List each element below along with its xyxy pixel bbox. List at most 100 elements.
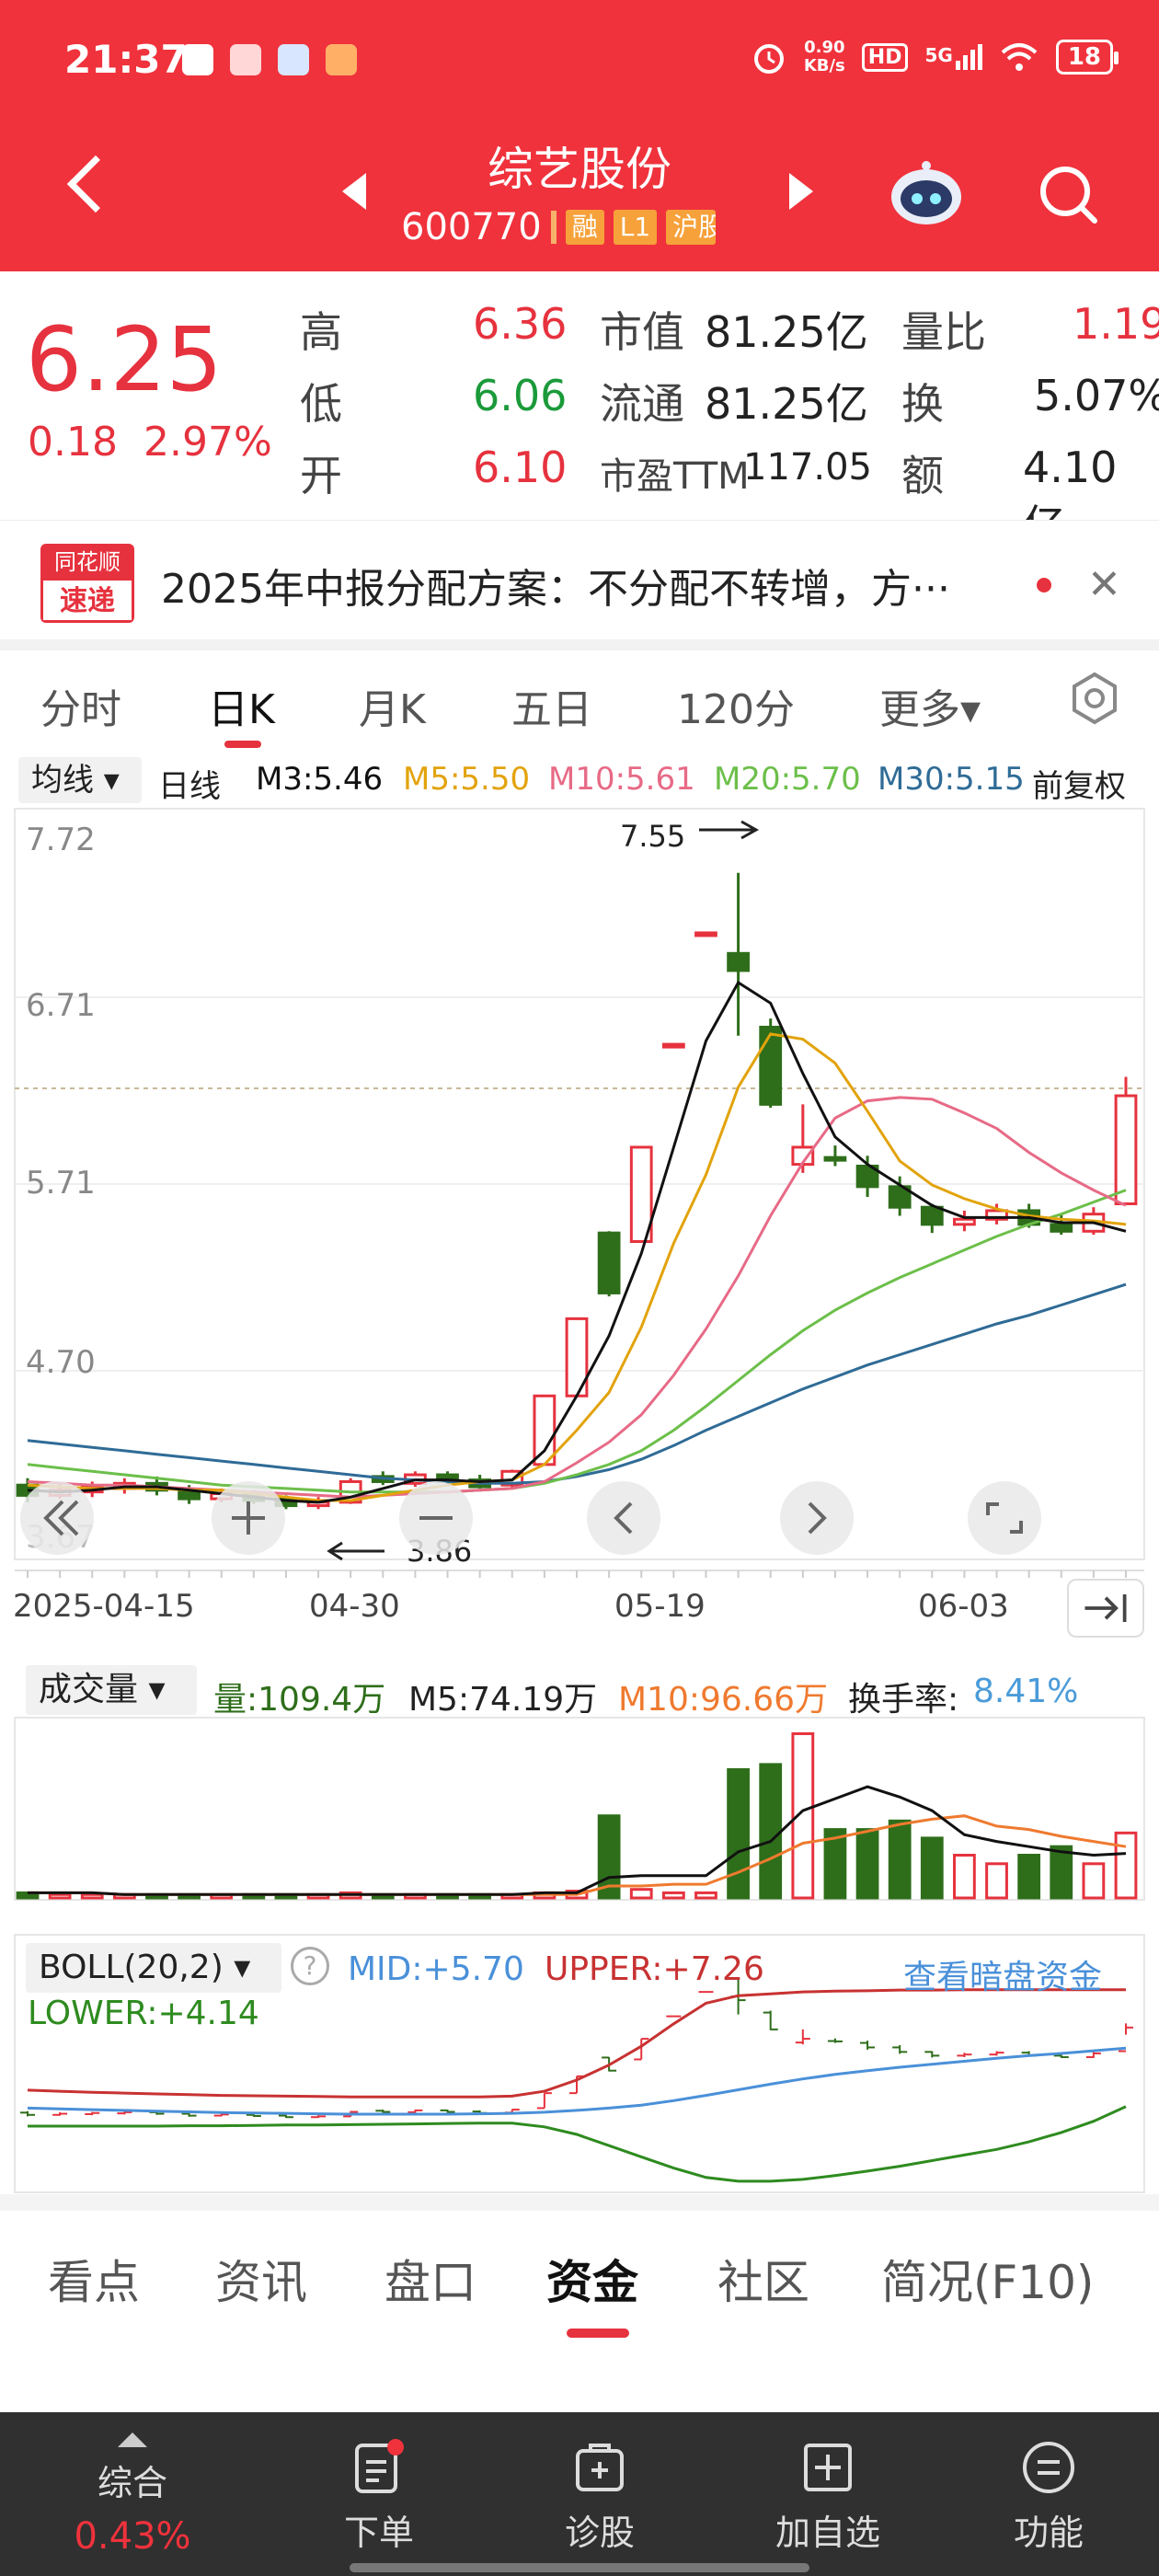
boll-lower-value: LOWER:+4.14 [28, 1995, 259, 2032]
boll-lower-line [28, 2105, 1127, 2183]
date-label: 06-03 [918, 1588, 1009, 1625]
news-banner[interactable]: 同花顺 速递 2025年中报分配方案：不分配不转增，方··· ✕ [0, 520, 1159, 639]
unread-dot [1037, 578, 1051, 592]
mcap-value: 81.25亿 [705, 307, 868, 357]
clock: 21:37 [64, 37, 188, 82]
tab-news[interactable]: 资讯 [215, 2256, 307, 2309]
volume-m5: M5:74.19万 [408, 1681, 598, 1719]
nav-functions[interactable]: 功能 [957, 2412, 1141, 2576]
tab-daily-k[interactable]: 日K [208, 686, 275, 733]
prev-stock-icon[interactable] [342, 173, 366, 210]
scroll-left-button[interactable] [587, 1481, 660, 1555]
y-tick-label: 4.70 [26, 1344, 96, 1381]
stock-header: 综艺股份 600770 融 L1 沪股 [0, 120, 1159, 271]
volume-m10: M10:96.66万 [618, 1681, 829, 1719]
nav-diagnose[interactable]: 诊股 [508, 2412, 692, 2576]
volume-frame [14, 1717, 1145, 1901]
market-bar [550, 211, 557, 244]
nav-label: 功能 [1013, 2513, 1084, 2553]
volume-value: 量:109.4万 [213, 1681, 386, 1719]
nav-place-order[interactable]: 下单 [287, 2412, 471, 2576]
baidu-icon [278, 44, 309, 75]
ma30-value: M30:5.15 [878, 761, 1025, 798]
alarm-icon [753, 44, 784, 74]
pe-label: 市盈TTM [600, 455, 750, 498]
next-stock-icon[interactable] [789, 173, 813, 210]
bottom-nav: 综合 0.43% 下单 诊股 加自选 [0, 2412, 1159, 2576]
candle [597, 1231, 621, 1294]
tab-capital-flow[interactable]: 资金 [546, 2256, 638, 2309]
volume-bar [920, 1836, 944, 1900]
low-value: 6.06 [473, 371, 568, 420]
min-arrow-icon [327, 1541, 384, 1561]
candle [1050, 1223, 1073, 1233]
boll-upper-value: UPPER:+7.26 [545, 1950, 764, 1988]
news-logo: 同花顺 速递 [40, 544, 134, 623]
chart-settings-icon[interactable] [1067, 671, 1122, 726]
volume-indicator-selector[interactable]: 成交量 ▾ [26, 1665, 197, 1715]
ai-assistant-icon[interactable] [889, 160, 964, 226]
candle [985, 1209, 1008, 1221]
tab-five-day[interactable]: 五日 [511, 686, 592, 733]
candle [727, 951, 750, 972]
nav-composite-index[interactable]: 综合 0.43% [40, 2412, 224, 2576]
signal-label: 5G [924, 44, 953, 66]
indicator-selector[interactable]: 均线 ▾ [18, 757, 142, 803]
net-speed-value: 0.90 [804, 38, 845, 57]
tab-order-book[interactable]: 盘口 [384, 2256, 476, 2309]
kline-chart[interactable]: 7.72 6.71 5.71 4.70 3.67 7.55 3.86 [0, 807, 1159, 2196]
tab-monthly-k[interactable]: 月K [359, 686, 426, 733]
ma3-value: M3:5.46 [256, 761, 384, 798]
open-label: 开 [300, 451, 342, 500]
turnover-label: 换 [901, 379, 944, 429]
tab-profile-f10[interactable]: 简况(F10) [881, 2256, 1095, 2309]
weibo-icon [230, 44, 261, 75]
ma30-line [27, 1282, 1127, 1485]
back-icon[interactable] [66, 155, 125, 213]
volume-bar [727, 1768, 750, 1900]
zoom-in-button[interactable] [212, 1481, 285, 1555]
collapse-left-button[interactable] [20, 1481, 94, 1555]
jump-to-latest-icon[interactable] [1067, 1579, 1144, 1638]
y-tick-label: 7.72 [26, 822, 96, 858]
boll-indicator-selector[interactable]: BOLL(20,2) ▾ [26, 1943, 281, 1993]
volume-bar [1114, 1831, 1138, 1900]
change-percent: 2.97% [143, 419, 272, 466]
y-tick-label: 6.71 [26, 987, 96, 1024]
tab-highlights[interactable]: 看点 [48, 2256, 140, 2309]
boll-upper-line [27, 1988, 1126, 2099]
volume-bar [985, 1862, 1008, 1900]
tab-more[interactable]: 更多▾ [879, 686, 981, 733]
candle [823, 1156, 847, 1162]
caret-up-icon [118, 2432, 147, 2447]
candle [888, 1185, 912, 1209]
tab-intraday[interactable]: 分时 [40, 686, 121, 733]
amount-label: 额 [901, 451, 944, 500]
news-logo-top: 同花顺 [40, 544, 134, 581]
max-arrow-icon [699, 820, 760, 840]
price-adjust-label[interactable]: 前复权 [1032, 768, 1126, 805]
dark-pool-link[interactable]: 查看暗盘资金 [903, 1959, 1103, 1996]
tab-120min[interactable]: 120分 [677, 686, 795, 733]
volume-bar [1082, 1862, 1106, 1900]
tag-hk-connect-label: 沪股 [672, 212, 717, 242]
volume-bar [694, 1891, 717, 1900]
nav-add-watchlist[interactable]: 加自选 [736, 2412, 920, 2576]
pe-value: 117.05 [743, 446, 872, 489]
search-icon[interactable] [1038, 164, 1098, 224]
zoom-out-button[interactable] [399, 1481, 473, 1555]
wifi-icon [1001, 43, 1038, 71]
close-icon[interactable]: ✕ [1087, 561, 1121, 608]
fullscreen-button[interactable] [968, 1481, 1041, 1555]
volume-bar [1017, 1854, 1041, 1900]
news-headline[interactable]: 2025年中报分配方案：不分配不转增，方··· [161, 566, 950, 613]
net-speed: 0.90 KB/s [804, 39, 845, 75]
home-indicator[interactable] [350, 2563, 809, 2572]
volume-bar [888, 1819, 912, 1900]
hd-icon: HD [861, 42, 909, 72]
volume-bar [855, 1828, 879, 1900]
tab-community[interactable]: 社区 [717, 2256, 809, 2309]
help-icon[interactable]: ? [291, 1947, 329, 1985]
index-change: 0.43% [74, 2515, 191, 2558]
scroll-right-button[interactable] [780, 1481, 854, 1555]
